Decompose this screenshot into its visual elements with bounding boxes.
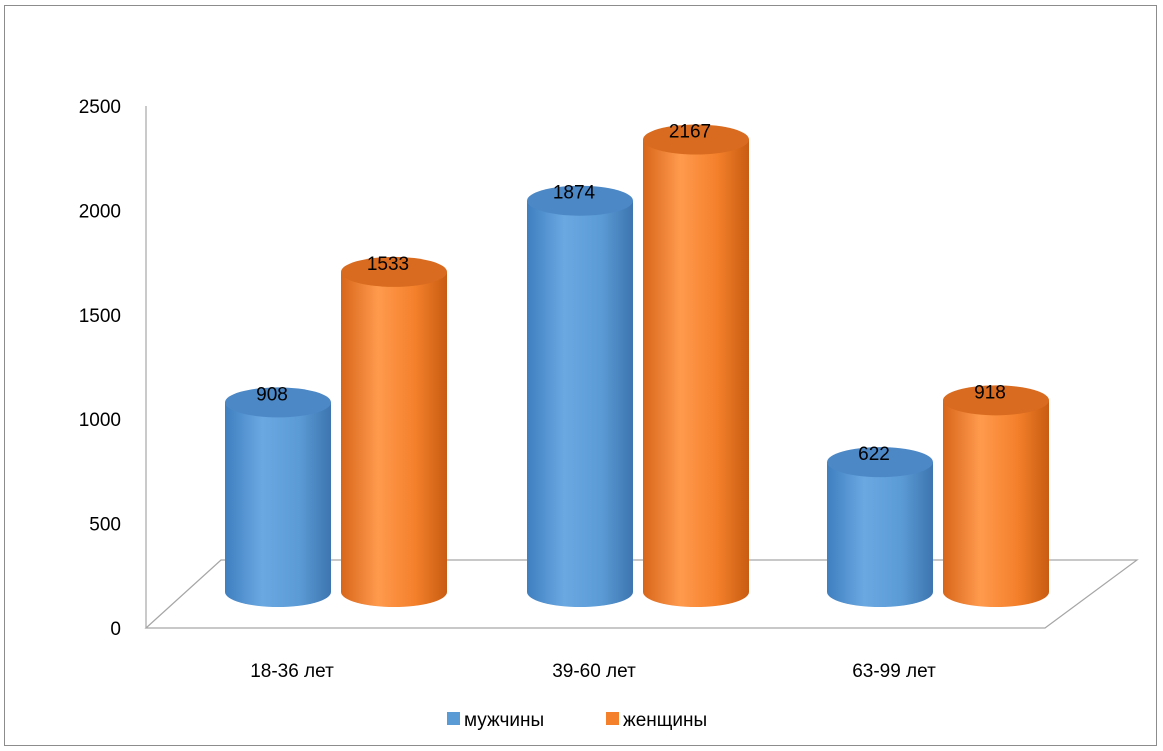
legend: мужчины женщины <box>447 710 707 731</box>
y-tick-label: 0 <box>110 619 121 640</box>
data-label: 908 <box>256 384 288 405</box>
bar-body <box>943 400 1049 607</box>
category-label: 18-36 лет <box>250 661 334 682</box>
bar-body <box>527 200 633 607</box>
data-label: 1874 <box>553 183 596 204</box>
legend-label: женщины <box>623 710 707 731</box>
bar-body <box>643 139 749 607</box>
category-label: 39-60 лет <box>552 661 636 682</box>
data-labels: 908 1533 1874 2167 622 918 <box>256 122 1006 466</box>
bar-top <box>827 447 933 478</box>
y-tick-label: 1500 <box>79 306 121 327</box>
legend-swatch <box>606 712 619 725</box>
bar <box>643 124 749 607</box>
category-label: 63-99 лет <box>852 661 936 682</box>
bar <box>943 385 1049 607</box>
y-tick-labels: 0 500 1000 1500 2000 2500 <box>79 97 121 640</box>
y-tick-label: 2500 <box>79 97 121 118</box>
bars <box>225 124 1049 607</box>
data-label: 622 <box>858 444 890 465</box>
y-tick-label: 500 <box>89 515 121 536</box>
legend-label: мужчины <box>464 710 544 731</box>
y-tick-label: 2000 <box>79 201 121 222</box>
bar-body <box>827 462 933 607</box>
bar-body <box>225 402 331 607</box>
bar-top <box>943 385 1049 416</box>
bar <box>827 447 933 607</box>
y-tick-label: 1000 <box>79 410 121 431</box>
legend-swatch <box>447 712 460 725</box>
category-labels: 18-36 лет 39-60 лет 63-99 лет <box>250 661 936 682</box>
bar-top <box>225 387 331 418</box>
legend-item: женщины <box>606 710 707 731</box>
bar <box>527 185 633 607</box>
bar-body <box>341 271 447 607</box>
legend-item: мужчины <box>447 710 544 731</box>
data-label: 1533 <box>367 254 409 275</box>
data-label: 918 <box>974 382 1006 403</box>
bar-top <box>341 256 447 287</box>
bar-top <box>643 124 749 155</box>
bar-top <box>527 185 633 216</box>
bar <box>225 387 331 607</box>
bar <box>341 256 447 607</box>
data-label: 2167 <box>669 122 711 143</box>
